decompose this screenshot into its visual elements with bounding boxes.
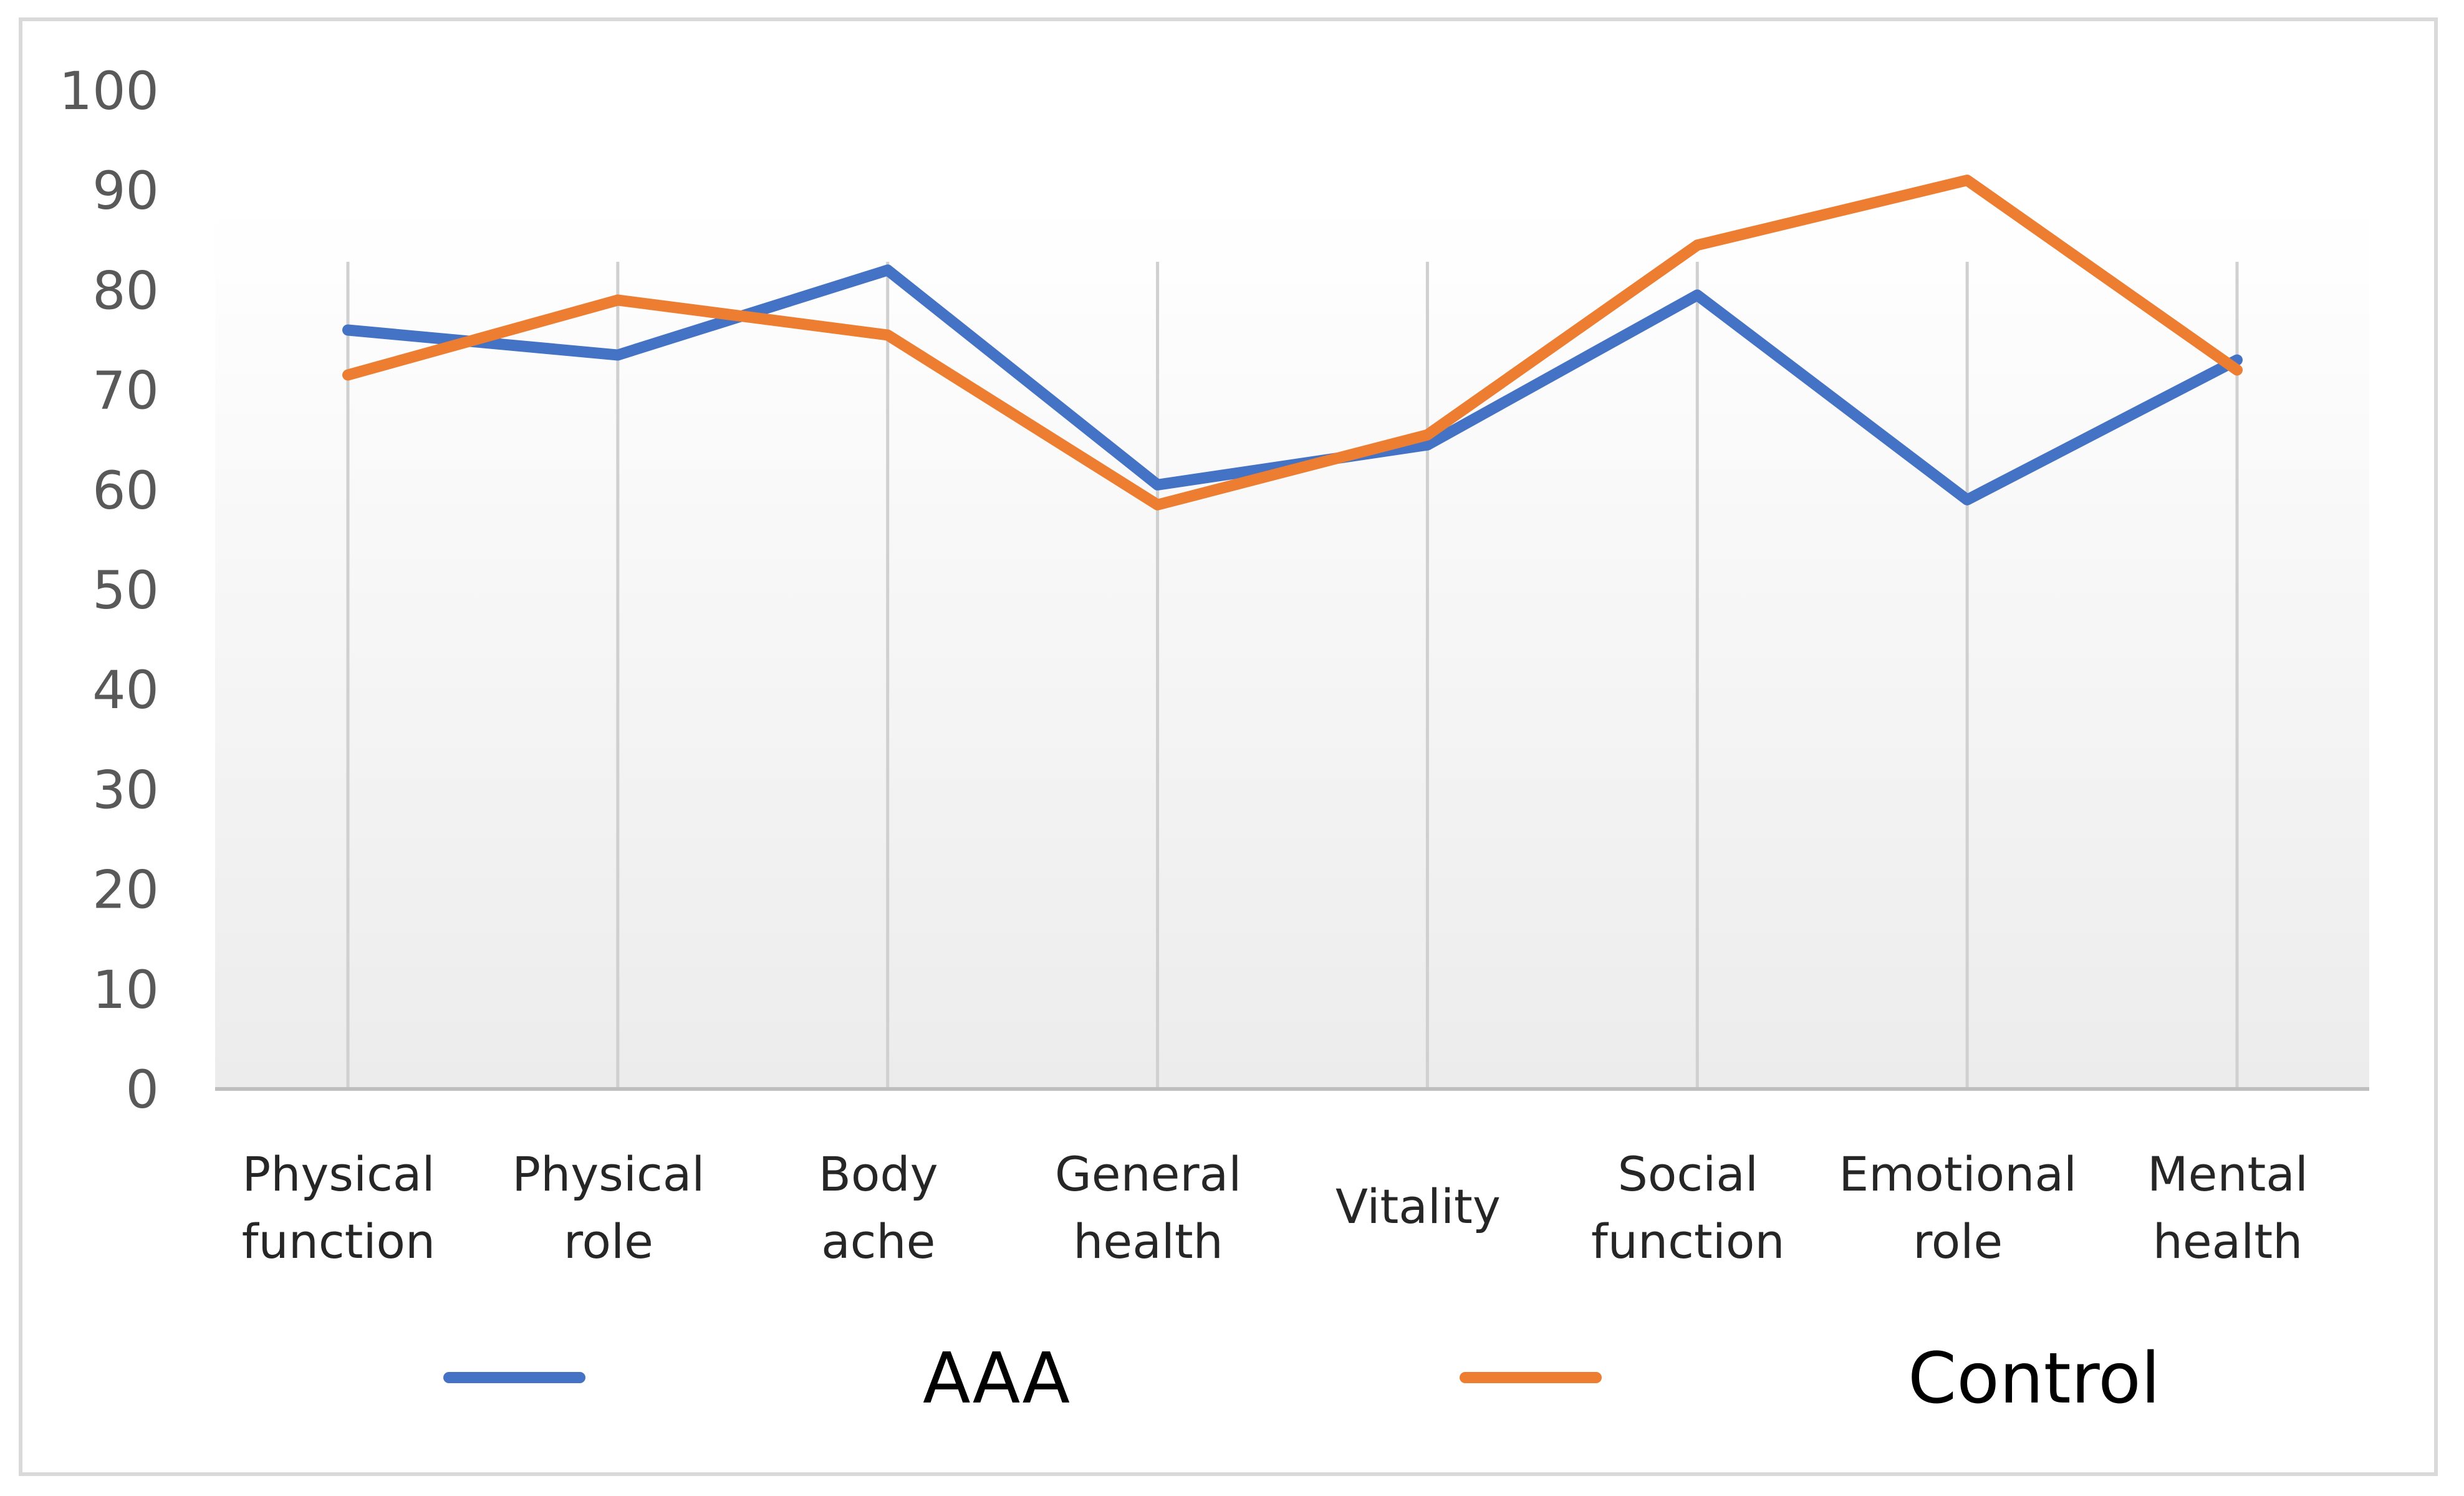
x-tick-line: Physical	[242, 1146, 435, 1202]
legend: AAA Control	[443, 1338, 2160, 1419]
y-tick-label: 50	[92, 560, 159, 621]
x-tick-line: health	[1073, 1214, 1223, 1269]
y-tick-label: 40	[92, 659, 159, 721]
series-line-control	[342, 175, 2243, 511]
x-tick-line: role	[1913, 1214, 2003, 1269]
x-tick-line: Physical	[512, 1146, 705, 1202]
x-tick-line: role	[564, 1214, 653, 1269]
x-axis-ticks: Physical function Physical role Body ache Gene…	[242, 1146, 2308, 1269]
y-tick-label: 70	[92, 360, 159, 421]
plot-area	[215, 206, 2369, 1089]
x-tick-line: ache	[821, 1214, 935, 1269]
x-tick-line: health	[2153, 1214, 2303, 1269]
x-tick-line: function	[242, 1214, 435, 1269]
y-tick-label: 20	[92, 860, 159, 921]
y-tick-label: 80	[92, 260, 159, 321]
x-tick-label: General health	[1055, 1146, 1242, 1269]
x-tick-label: Physical function	[242, 1146, 435, 1269]
gridlines	[346, 262, 2239, 1089]
y-tick-label: 90	[92, 160, 159, 221]
x-tick-line: Emotional	[1839, 1146, 2077, 1202]
x-tick-line: Social	[1618, 1146, 1758, 1202]
y-tick-label: 10	[92, 959, 159, 1020]
x-tick-line: Mental	[2147, 1146, 2308, 1202]
y-axis-ticks: 0 10 20 30 40 50 60 70 80 90 100	[59, 60, 159, 1120]
x-tick-label: Body ache	[819, 1146, 938, 1269]
y-tick-label: 100	[59, 60, 159, 122]
legend-label: AAA	[923, 1338, 1070, 1419]
x-tick-line: Body	[819, 1146, 938, 1202]
y-tick-label: 30	[92, 759, 159, 820]
x-tick-label: Mental health	[2147, 1146, 2308, 1269]
x-tick-label: Emotional role	[1839, 1146, 2077, 1269]
series-lines	[342, 175, 2243, 511]
x-tick-label: Social function	[1591, 1146, 1784, 1269]
legend-label: Control	[1908, 1338, 2160, 1419]
x-tick-line: function	[1591, 1214, 1784, 1269]
y-tick-label: 0	[126, 1059, 159, 1120]
x-tick-label: Vitality	[1335, 1179, 1501, 1234]
x-tick-line: General	[1055, 1146, 1242, 1202]
y-tick-label: 60	[92, 460, 159, 521]
x-tick-label: Physical role	[512, 1146, 705, 1269]
